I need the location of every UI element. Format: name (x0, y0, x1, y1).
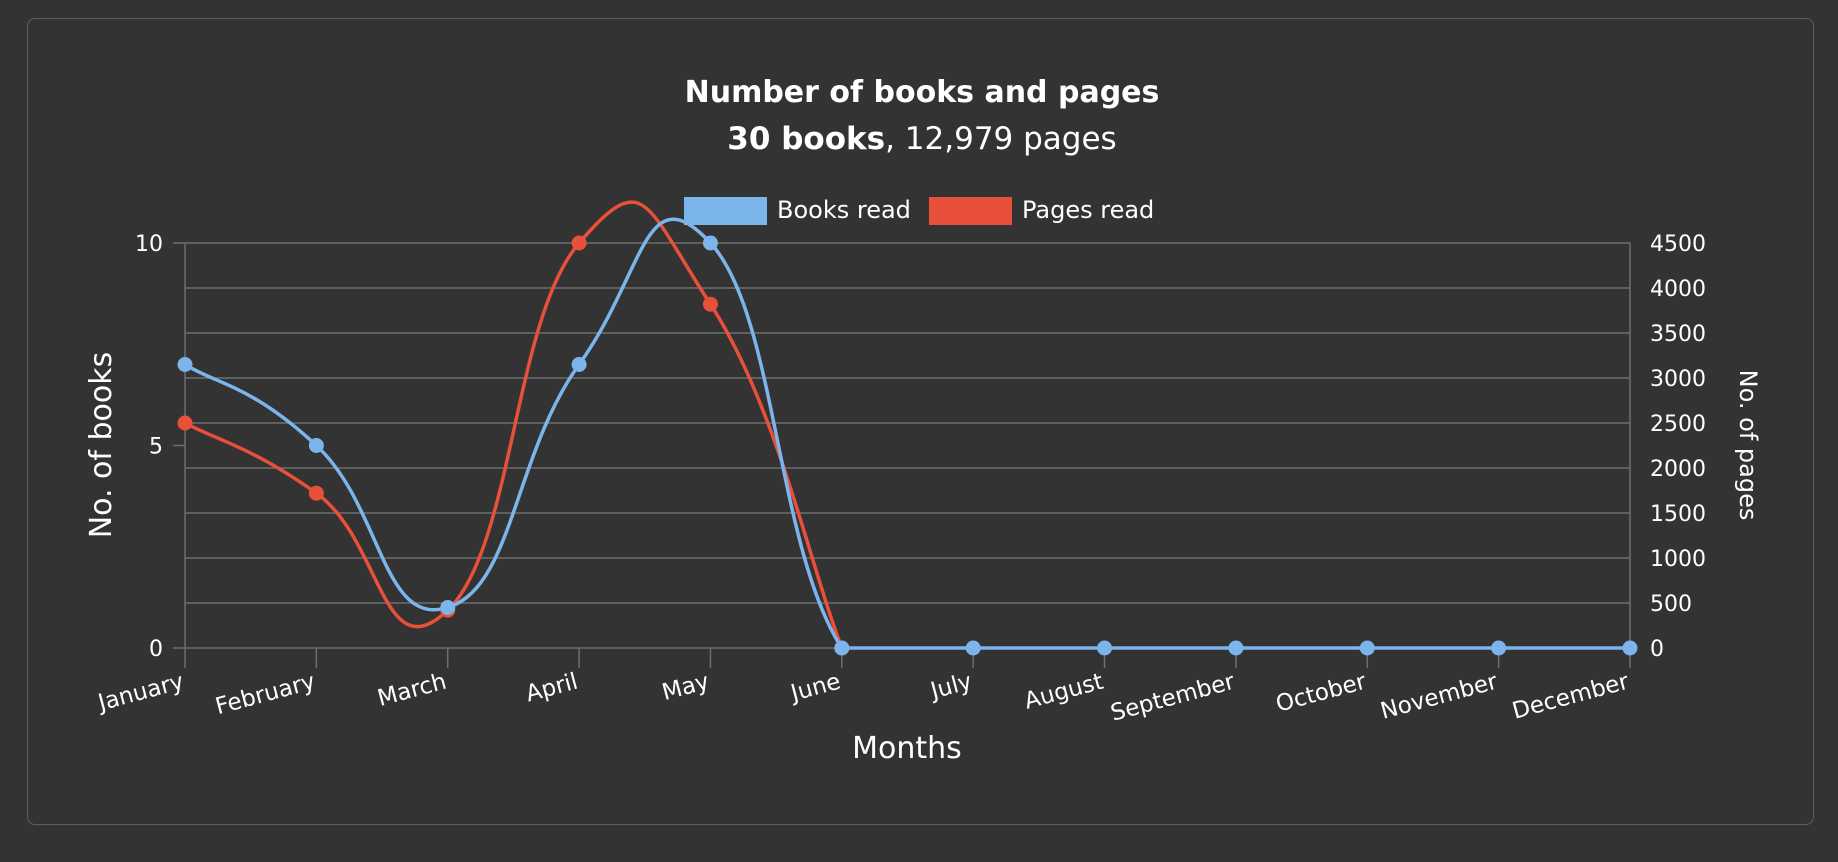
legend-swatch-pages (929, 197, 1012, 225)
y-right-tick-label: 3500 (1650, 322, 1706, 347)
data-point-books (1622, 640, 1638, 656)
series-points (177, 235, 1638, 656)
data-point-books (177, 357, 193, 372)
data-point-books (965, 640, 981, 656)
x-tick-label: February (213, 669, 318, 720)
x-tick-label: June (786, 669, 843, 708)
data-point-books (571, 357, 587, 372)
x-tick-label: May (659, 669, 712, 706)
y-right-tick-label: 2500 (1650, 412, 1706, 437)
data-point-books (1097, 640, 1113, 656)
legend-swatch-books (684, 197, 767, 225)
y-right-tick-label: 4000 (1650, 277, 1706, 302)
subtitle-pages: , 12,979 pages (885, 121, 1117, 157)
series-line-books (184, 217, 1630, 650)
y-right-tick-label: 500 (1650, 592, 1692, 617)
data-point-pages (177, 415, 193, 431)
legend-label-books: Books read (777, 196, 911, 224)
data-point-books (1359, 640, 1375, 656)
axis-tick-labels: 0 5 10 0 500 1000 1500 2000 2500 3000 3500 4000 4500… (94, 232, 1706, 727)
chart-card (27, 18, 1814, 825)
data-point-pages (308, 485, 324, 501)
data-point-books (1228, 640, 1244, 656)
data-point-books (308, 438, 324, 453)
data-point-books (440, 600, 456, 615)
data-point-pages (702, 296, 718, 312)
x-tick-label: November (1378, 669, 1501, 725)
x-tick-label: July (926, 669, 975, 705)
y-right-tick-label: 4500 (1650, 232, 1706, 257)
y-right-tick-label: 1500 (1650, 502, 1706, 527)
data-point-pages (571, 235, 587, 251)
x-tick-label: March (375, 669, 449, 712)
chart-title: Number of books and pages (685, 75, 1160, 110)
x-axis-title: Months (852, 731, 962, 766)
series-line-pages (184, 200, 844, 649)
chart-subtitle: 30 books, 12,979 pages (727, 121, 1116, 157)
data-point-books (834, 640, 850, 656)
x-tick-label: January (94, 669, 187, 717)
legend: Books read Pages read (684, 196, 1154, 225)
x-tick-label: August (1022, 669, 1106, 715)
subtitle-books: 30 books (727, 121, 885, 157)
y-right-tick-label: 2000 (1650, 457, 1706, 482)
gridlines (173, 242, 1631, 649)
y-left-tick-label: 5 (149, 435, 163, 460)
x-tick-label: October (1273, 669, 1369, 718)
data-point-books (1491, 640, 1507, 656)
series-lines (184, 200, 1630, 650)
x-tick-label: December (1510, 669, 1632, 725)
legend-label-pages: Pages read (1022, 196, 1154, 224)
x-axis-ticks (184, 648, 1631, 668)
x-tick-label: April (523, 669, 581, 708)
y-axis-right-title: No. of pages (1734, 370, 1762, 521)
y-axis-left-title: No. of books (84, 352, 119, 539)
x-tick-label: September (1108, 669, 1238, 727)
y-right-tick-label: 1000 (1650, 547, 1706, 572)
y-left-tick-label: 0 (149, 637, 163, 662)
legend-item-pages[interactable]: Pages read (929, 196, 1154, 225)
y-right-tick-label: 3000 (1650, 367, 1706, 392)
y-left-tick-label: 10 (135, 232, 163, 257)
legend-item-books[interactable]: Books read (684, 196, 911, 225)
data-point-books (702, 235, 718, 251)
y-right-tick-label: 0 (1650, 637, 1664, 662)
